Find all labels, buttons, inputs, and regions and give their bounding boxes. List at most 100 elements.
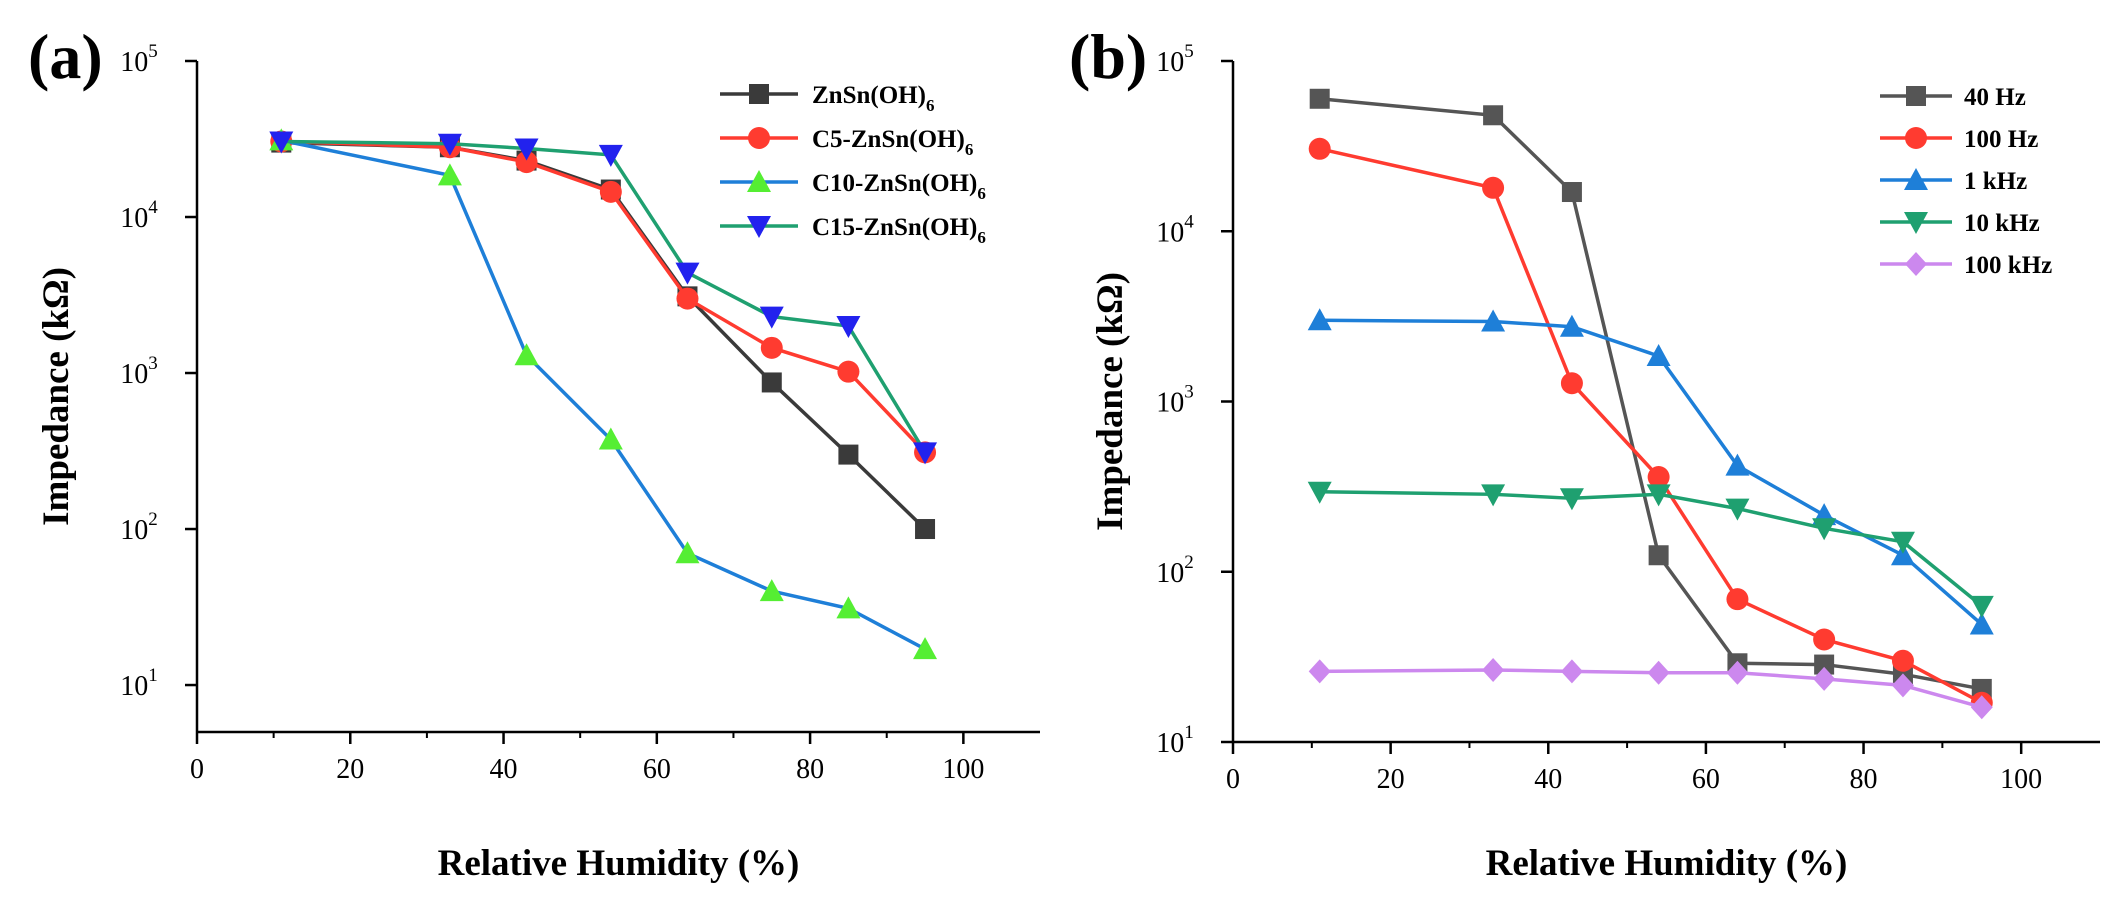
y-tick-label: 105 [1156, 41, 1194, 78]
x-tick-label: 60 [643, 754, 671, 785]
data-point [1559, 314, 1584, 337]
data-point [913, 637, 938, 660]
series-100-khz [1308, 657, 1993, 720]
panel-label: (b) [1069, 21, 1147, 92]
data-point [1308, 137, 1331, 160]
data-point [1726, 588, 1749, 611]
legend-label: ZnSn(OH)6 [812, 82, 934, 115]
data-point [1560, 659, 1583, 684]
data-point [759, 579, 784, 602]
data-point [675, 541, 700, 564]
legend-entry: 100 Hz [1880, 126, 2038, 153]
data-point [836, 316, 861, 339]
data-point [1481, 484, 1506, 507]
x-tick-label: 0 [190, 754, 204, 785]
data-point [1308, 659, 1331, 684]
data-point [759, 306, 784, 329]
series-c15-znsn-oh-6 [269, 131, 938, 465]
y-tick-label: 101 [1156, 722, 1194, 759]
chart-panel-a: (a) 0 20 40 60 80 100 101 102 103 104 105 Relative H… [28, 21, 1040, 884]
series-c10-znsn-oh-6 [269, 128, 938, 660]
data-point [1890, 543, 1915, 566]
legend-marker [747, 170, 771, 192]
x-tick-label: 20 [1377, 764, 1405, 795]
data-point [1726, 660, 1749, 685]
y-tick-label: 103 [1156, 382, 1194, 419]
data-point [598, 427, 623, 450]
series-line [1319, 147, 1983, 705]
series-line [1319, 97, 1983, 691]
data-point [838, 444, 859, 465]
data-point [437, 133, 462, 156]
data-point [1560, 372, 1583, 395]
data-point [1307, 308, 1332, 331]
x-axis-title: Relative Humidity (%) [1486, 843, 1848, 884]
x-tick-label: 60 [1692, 764, 1720, 795]
data-point [761, 372, 782, 393]
data-point [1812, 518, 1837, 541]
legend-marker [747, 216, 771, 238]
data-point [1309, 88, 1330, 109]
legend-marker [749, 84, 769, 104]
legend-entry: C15-ZnSn(OH)6 [720, 214, 986, 247]
legend-label: C10-ZnSn(OH)6 [812, 170, 986, 203]
series-100-hz [1308, 137, 1993, 714]
series-line [1319, 318, 1983, 626]
legend-entry: C10-ZnSn(OH)6 [720, 170, 986, 203]
data-point [1482, 657, 1505, 682]
legend-label: 40 Hz [1964, 84, 2026, 111]
legend-entry: 1 kHz [1880, 168, 2027, 195]
data-point [1890, 531, 1915, 554]
series-line [281, 140, 927, 531]
y-tick-label: 105 [120, 41, 158, 78]
legend-entry: C5-ZnSn(OH)6 [720, 126, 973, 159]
panel-label: (a) [28, 21, 103, 92]
data-point [1969, 595, 1994, 618]
legend-marker [748, 127, 770, 149]
legend-label: 1 kHz [1964, 168, 2027, 195]
legend-marker [1904, 212, 1928, 234]
data-point [1970, 695, 1993, 720]
y-axis-title: Impedance (kΩ) [1090, 272, 1131, 531]
data-point [915, 519, 936, 540]
data-point [1483, 105, 1504, 126]
data-point [1813, 666, 1836, 691]
y-tick-label: 101 [120, 665, 158, 702]
data-point [836, 596, 861, 619]
y-tick-label: 102 [1156, 552, 1194, 589]
legend-label: C15-ZnSn(OH)6 [812, 214, 986, 247]
legend-label: 10 kHz [1964, 210, 2040, 237]
legend-label: 100 kHz [1964, 252, 2052, 279]
data-point [1646, 484, 1671, 507]
data-point [1891, 673, 1914, 698]
x-tick-label: 100 [942, 754, 984, 785]
data-point [437, 163, 462, 186]
x-tick-label: 80 [796, 754, 824, 785]
data-point [1647, 660, 1670, 685]
series-line [1319, 490, 1983, 608]
data-point [1646, 344, 1671, 367]
data-point [837, 360, 860, 383]
data-point [1814, 654, 1835, 675]
x-tick-label: 100 [2000, 764, 2042, 795]
series-line [281, 139, 927, 454]
legend-marker [1905, 252, 1927, 276]
data-point [598, 144, 623, 167]
legend-label: 100 Hz [1964, 126, 2038, 153]
legend-entry: ZnSn(OH)6 [720, 82, 934, 115]
data-point [1481, 309, 1506, 332]
data-point [1969, 612, 1994, 635]
data-point [1307, 481, 1332, 504]
data-point [599, 180, 622, 203]
x-axis-title: Relative Humidity (%) [438, 843, 800, 884]
legend-label: C5-ZnSn(OH)6 [812, 126, 973, 159]
y-tick-label: 104 [120, 197, 158, 234]
series-10-khz [1307, 481, 1994, 618]
legend-marker [1906, 86, 1926, 106]
data-point [1648, 545, 1669, 566]
chart-panel-b: (b) 0 20 40 60 80 100 101 102 103 104 105 Relative H… [1069, 21, 2100, 884]
data-point [676, 287, 699, 310]
data-point [269, 131, 294, 154]
legend-marker [1905, 127, 1927, 149]
